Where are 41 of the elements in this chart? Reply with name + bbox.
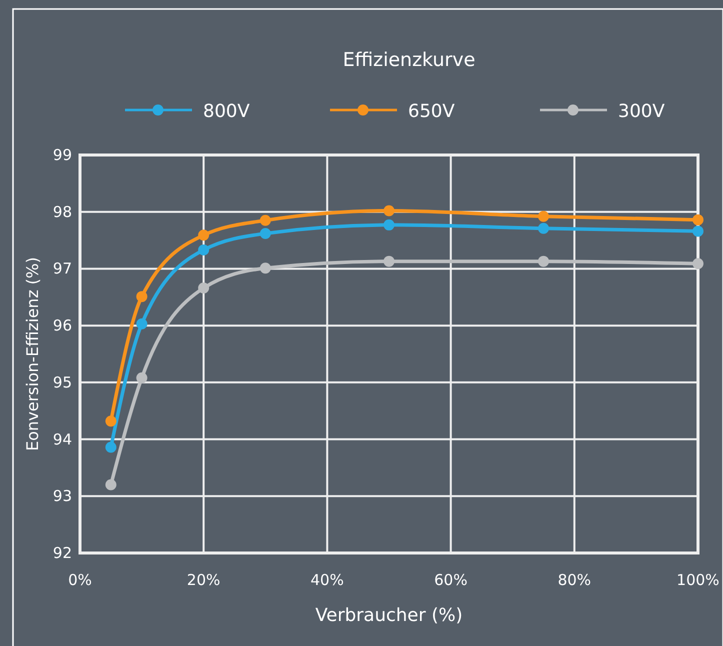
point <box>198 244 210 256</box>
point <box>538 256 549 267</box>
y-tick-label: 92 <box>52 544 72 562</box>
point <box>260 228 271 239</box>
point <box>136 291 148 302</box>
point <box>538 222 549 234</box>
y-tick-label: 99 <box>52 146 72 164</box>
x-tick-label: 20% <box>186 571 220 589</box>
x-tick-label: 100% <box>676 571 720 589</box>
x-axis-title: Verbraucher (%) <box>315 605 463 626</box>
point <box>692 258 704 270</box>
point <box>105 442 116 453</box>
x-tick-label: 40% <box>310 571 344 589</box>
y-tick-label: 95 <box>52 373 72 392</box>
x-tick-label: 0% <box>68 571 92 589</box>
y-tick-label: 97 <box>52 260 72 278</box>
y-axis-title: Eonversion-Effizienz (%) <box>23 257 42 451</box>
chart-title: Effizienzkurve <box>342 49 476 71</box>
point <box>384 219 394 230</box>
legend-label: 650V <box>408 101 456 122</box>
point <box>692 226 704 237</box>
point <box>198 282 210 294</box>
point <box>692 214 704 226</box>
legend-label: 300V <box>618 101 666 122</box>
point <box>260 262 271 274</box>
y-tick-label: 93 <box>52 487 72 506</box>
legend-label: 800V <box>203 101 250 122</box>
y-tick-label: 96 <box>52 316 72 335</box>
point <box>384 256 394 267</box>
point <box>136 372 148 384</box>
point <box>105 479 116 490</box>
point <box>260 214 271 226</box>
y-tick-label: 98 <box>52 202 72 221</box>
point <box>136 318 148 330</box>
point <box>384 205 394 216</box>
y-tick-label: 94 <box>52 430 72 448</box>
x-tick-label: 60% <box>434 571 468 589</box>
point <box>105 416 116 427</box>
x-tick-label: 80% <box>558 571 592 589</box>
point <box>198 230 210 241</box>
point <box>538 210 549 222</box>
